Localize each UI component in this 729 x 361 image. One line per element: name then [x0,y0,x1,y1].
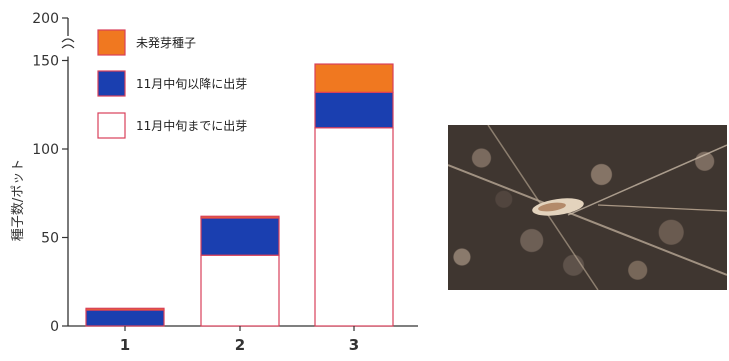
x-tick-label: 1 [120,336,130,354]
y-tick-label: 100 [32,142,59,158]
x-tick-label: 2 [235,336,245,354]
bars [85,63,394,327]
bar-segment [314,91,394,129]
legend-swatch [97,112,126,139]
legend-swatch [97,29,126,56]
legend-label: 11月中旬以降に出芽 [136,76,247,91]
x-tick-label: 3 [349,336,359,354]
y-tick-label: 150 [32,54,59,70]
y-tick-label: 200 [32,11,59,27]
y-tick-label: 0 [50,319,59,335]
axis-break-mark [61,44,75,49]
bar-segment [200,254,280,327]
legend-swatch [97,70,126,97]
y-tick-label: 50 [41,231,59,247]
seed-on-soil-photo [448,125,727,290]
bar-segment [85,309,165,327]
bar-segment [314,127,394,327]
bar-segment [200,215,280,219]
y-axis-label: 種子数/ポット [10,159,26,241]
bar-segment [314,63,394,93]
legend: 未発芽種子 11月中旬以降に出芽 11月中旬までに出芽 [97,29,247,139]
axis-break-mark [61,38,75,43]
legend-label: 未発芽種子 [136,36,196,50]
bar-segment [200,217,280,256]
bar-segment [85,307,165,311]
x-axis-labels: 1 2 3 [120,326,359,354]
legend-label: 11月中旬までに出芽 [136,118,247,133]
